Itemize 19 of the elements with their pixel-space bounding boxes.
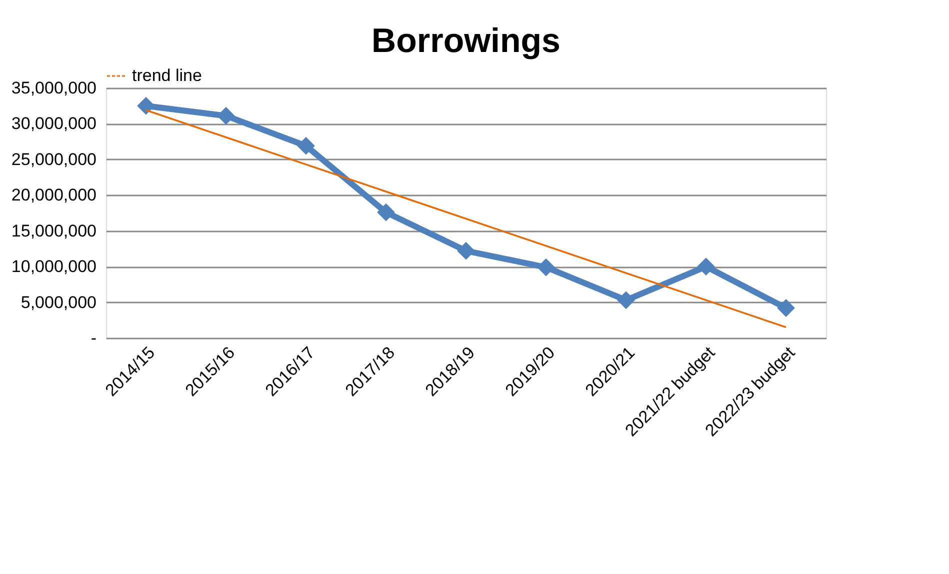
y-tick-label: 15,000,000 bbox=[11, 221, 96, 240]
point bbox=[217, 106, 235, 125]
point bbox=[137, 96, 155, 115]
point bbox=[377, 203, 395, 222]
y-tick-label: 20,000,000 bbox=[11, 186, 96, 205]
y-tick-label: 10,000,000 bbox=[11, 257, 96, 276]
point bbox=[777, 299, 795, 317]
point bbox=[617, 291, 635, 310]
point bbox=[697, 258, 715, 276]
point bbox=[537, 258, 555, 276]
legend-label: trend line bbox=[132, 66, 202, 85]
y-tick-label: - bbox=[90, 328, 96, 348]
point bbox=[297, 136, 315, 155]
y-tick-label: 25,000,000 bbox=[11, 150, 96, 169]
y-tick-label: 35,000,000 bbox=[11, 78, 96, 98]
y-tick-label: 30,000,000 bbox=[11, 114, 96, 134]
point bbox=[457, 242, 475, 260]
chart-title: Borrowings bbox=[372, 22, 560, 60]
y-tick-label: 5,000,000 bbox=[20, 292, 96, 312]
